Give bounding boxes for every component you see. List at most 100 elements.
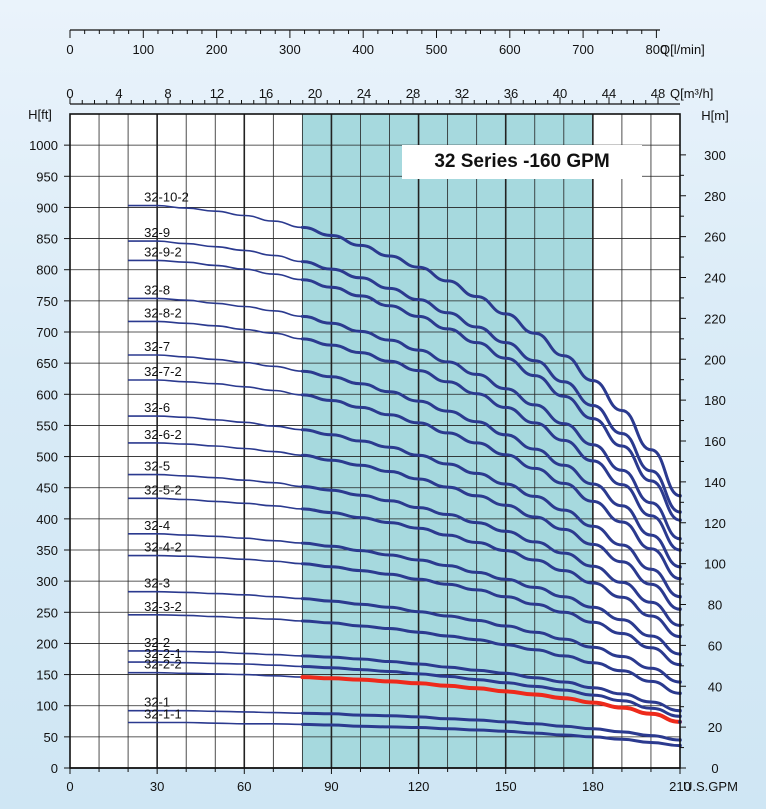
- top-lmin-tick-label: 700: [572, 42, 594, 57]
- curve-label-32-8: 32-8: [144, 282, 170, 297]
- curve-label-32-5-2: 32-5-2: [144, 482, 182, 497]
- curve-bold-32-7-2: [300, 393, 682, 581]
- top-lmin-tick-label: 600: [499, 42, 521, 57]
- top-lmin-tick-label: 100: [132, 42, 154, 57]
- curve-label-32-3-2: 32-3-2: [144, 599, 182, 614]
- curve-label-32-6: 32-6: [144, 400, 170, 415]
- y-left-tick-label: 350: [36, 543, 58, 558]
- top-lmin-axis-label: Q[l/min]: [660, 42, 705, 57]
- y-right-tick-label: 60: [708, 638, 722, 653]
- y-right-tick-label: 160: [704, 434, 726, 449]
- top-lmin-tick-label: 200: [206, 42, 228, 57]
- x-tick-label: 0: [66, 779, 73, 794]
- curve-bold-32-7: [300, 369, 682, 569]
- y-right-tick-label: 300: [704, 148, 726, 163]
- x-tick-label: 60: [237, 779, 251, 794]
- y-right-tick-label: 240: [704, 271, 726, 286]
- curve-bold-32-2-2: [300, 675, 682, 724]
- y-left-tick-label: 650: [36, 356, 58, 371]
- top-m3h-tick-label: 36: [504, 86, 518, 101]
- y-right-tick-label: 260: [704, 230, 726, 245]
- curve-label-32-10-2: 32-10-2: [144, 190, 189, 205]
- curve-bold-32-8: [300, 314, 682, 541]
- y-left-tick-label: 800: [36, 263, 58, 278]
- curve-bold-32-2: [300, 654, 682, 713]
- y-right-tick-label: 280: [704, 189, 726, 204]
- y-right-tick-label: 180: [704, 393, 726, 408]
- curve-label-32-3: 32-3: [144, 576, 170, 591]
- top-m3h-tick-label: 4: [115, 86, 122, 101]
- x-tick-label: 180: [582, 779, 604, 794]
- x-tick-label: 90: [324, 779, 338, 794]
- y-left-tick-label: 450: [36, 481, 58, 496]
- y-left-tick-label: 150: [36, 668, 58, 683]
- curve-label-32-5: 32-5: [144, 459, 170, 474]
- curve-label-32-1-1: 32-1-1: [144, 707, 182, 722]
- curve-bold-32-9: [300, 260, 682, 514]
- top-m3h-axis-label: Q[m³/h]: [670, 86, 713, 101]
- y-right-tick-label: 120: [704, 516, 726, 531]
- top-lmin-tick-label: 400: [352, 42, 374, 57]
- curve-bold-32-5: [300, 485, 682, 627]
- curve-label-32-6-2: 32-6-2: [144, 427, 182, 442]
- curve-bold-32-10-2: [300, 225, 682, 498]
- y-left-tick-label: 750: [36, 294, 58, 309]
- y-left-tick-label: 500: [36, 450, 58, 465]
- y-right-tick-label: 100: [704, 557, 726, 572]
- x-tick-label: 150: [495, 779, 517, 794]
- y-right-tick-label: 20: [708, 720, 722, 735]
- y-right-tick-label: 80: [708, 598, 722, 613]
- x-tick-label: 120: [408, 779, 430, 794]
- top-lmin-tick-label: 300: [279, 42, 301, 57]
- y-right-tick-label: 140: [704, 475, 726, 490]
- x-tick-label: 210: [669, 779, 691, 794]
- curve-label-32-9-2: 32-9-2: [144, 244, 182, 259]
- y-left-tick-label: 0: [51, 761, 58, 776]
- y-left-tick-label: 200: [36, 636, 58, 651]
- y-left-tick-label: 700: [36, 325, 58, 340]
- y-left-tick-label: 950: [36, 169, 58, 184]
- top-m3h-tick-label: 16: [259, 86, 273, 101]
- curve-label-32-7: 32-7: [144, 339, 170, 354]
- top-m3h-tick-label: 24: [357, 86, 371, 101]
- y-left-tick-label: 1000: [29, 138, 58, 153]
- curve-label-32-9: 32-9: [144, 225, 170, 240]
- y-right-tick-label: 200: [704, 352, 726, 367]
- y-left-tick-label: 100: [36, 699, 58, 714]
- y-left-tick-label: 600: [36, 387, 58, 402]
- y-left-tick-label: 850: [36, 232, 58, 247]
- curve-label-32-4-2: 32-4-2: [144, 540, 182, 555]
- y-left-tick-label: 550: [36, 418, 58, 433]
- x-tick-label: 30: [150, 779, 164, 794]
- top-m3h-tick-label: 48: [651, 86, 665, 101]
- labels-group: 32-10-2 32-9 32-9-2 32-8 32-8-2 32-7 32-7-2 32-…: [144, 190, 189, 722]
- curve-bold-32-8-2: [300, 337, 682, 552]
- y-right-axis-label: H[m]: [701, 108, 728, 123]
- curve-label-32-7-2: 32-7-2: [144, 364, 182, 379]
- curve-bold-32-4: [300, 541, 682, 656]
- curve-bold-32-9-2: [300, 278, 682, 522]
- axes-group: 0 30 60 90 120 150 180 210U.S.GPM05010015020025…: [28, 29, 738, 794]
- curve-label-32-2-1: 32-2-1: [144, 646, 182, 661]
- top-m3h-tick-label: 12: [210, 86, 224, 101]
- top-lmin-tick-label: 500: [426, 42, 448, 57]
- curve-bold-32-1: [300, 711, 682, 742]
- y-right-tick-label: 0: [711, 761, 718, 776]
- y-right-tick-label: 40: [708, 679, 722, 694]
- top-m3h-tick-label: 28: [406, 86, 420, 101]
- curve-bold-32-5-2: [300, 507, 682, 639]
- y-left-tick-label: 250: [36, 605, 58, 620]
- curve-bold-32-6: [300, 428, 682, 599]
- curve-label-32-8-2: 32-8-2: [144, 305, 182, 320]
- top-m3h-tick-label: 32: [455, 86, 469, 101]
- curve-label-32-2: 32-2: [144, 635, 170, 650]
- curve-label-32-1: 32-1: [144, 695, 170, 710]
- chart-title: 32 Series -160 GPM: [402, 145, 642, 179]
- curve-label-32-2-2: 32-2-2: [144, 657, 182, 672]
- top-lmin-tick-label: 0: [66, 42, 73, 57]
- top-m3h-tick-label: 0: [66, 86, 73, 101]
- top-m3h-tick-label: 20: [308, 86, 322, 101]
- curve-bold-32-3-2: [300, 619, 682, 695]
- x-axis-label: U.S.GPM: [683, 779, 738, 794]
